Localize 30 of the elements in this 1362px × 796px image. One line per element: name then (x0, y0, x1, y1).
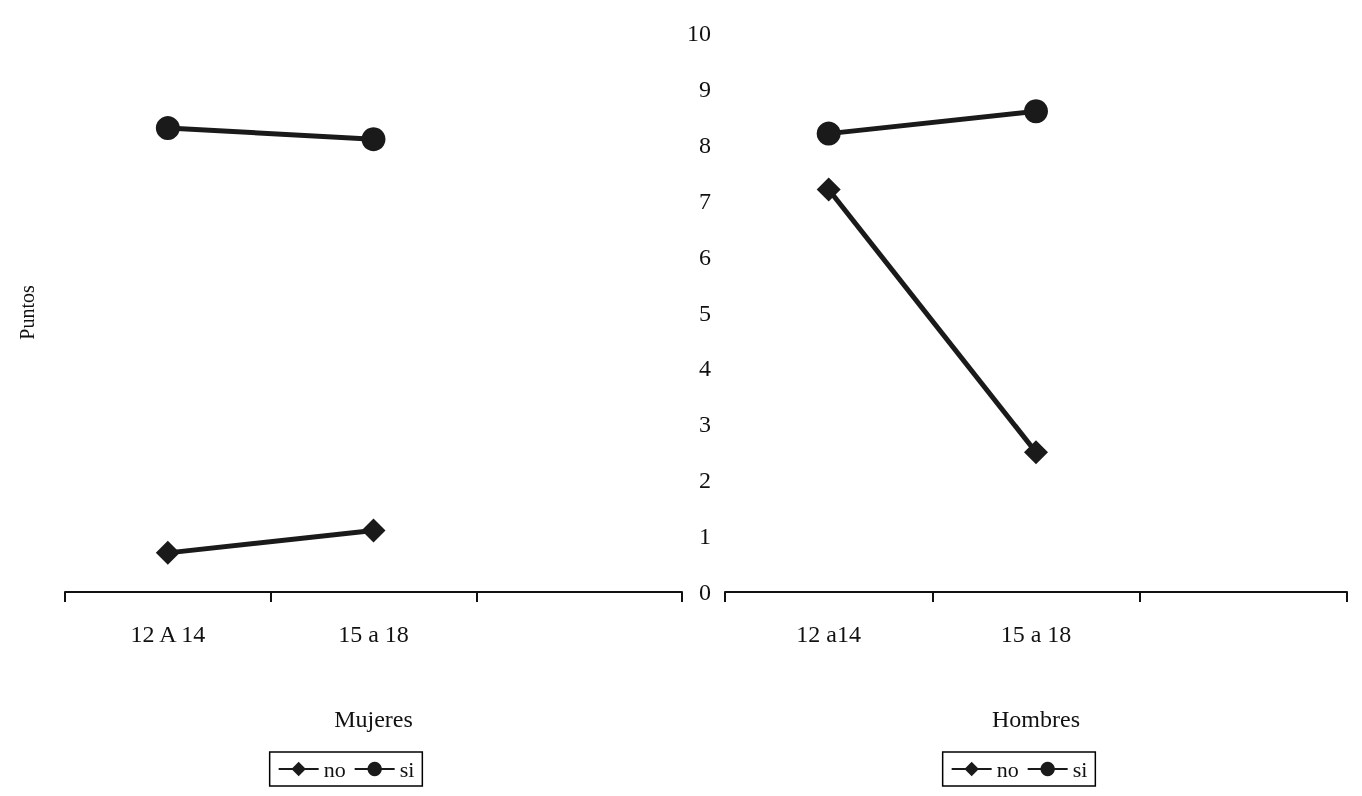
legend-label: no (323, 756, 346, 782)
y-tick-label: 1 (699, 523, 711, 550)
point (1024, 440, 1048, 465)
y-tick-label: 10 (687, 20, 711, 46)
y-tick-label: 2 (699, 467, 711, 494)
point (361, 127, 386, 152)
point (816, 177, 841, 202)
y-tick-label: 7 (699, 187, 711, 214)
point (155, 540, 180, 565)
x-tick-label: 12 a14 (796, 621, 861, 647)
point (816, 121, 841, 146)
y-tick-label: 6 (699, 243, 711, 270)
point (155, 116, 180, 141)
x-axis-title: Hombres (992, 706, 1080, 732)
x-tick-label: 15 a 18 (1000, 621, 1072, 647)
y-axis-title: Puntos (16, 285, 38, 340)
x-tick-label: 15 a 18 (338, 621, 409, 647)
y-tick-label: 5 (699, 299, 711, 326)
y-tick-label: 0 (699, 579, 711, 605)
legend-label: no (996, 756, 1019, 782)
y-tick-label: 9 (699, 75, 711, 102)
y-tick-label: 8 (699, 131, 711, 158)
legend-label: si (399, 756, 415, 782)
y-tick-label: 4 (699, 355, 711, 382)
legend-label: si (1072, 756, 1088, 782)
point (361, 518, 386, 543)
point (1024, 99, 1048, 124)
x-axis-title: Mujeres (334, 706, 413, 732)
x-tick-label: 12 A 14 (130, 621, 206, 647)
y-tick-label: 3 (699, 411, 711, 438)
